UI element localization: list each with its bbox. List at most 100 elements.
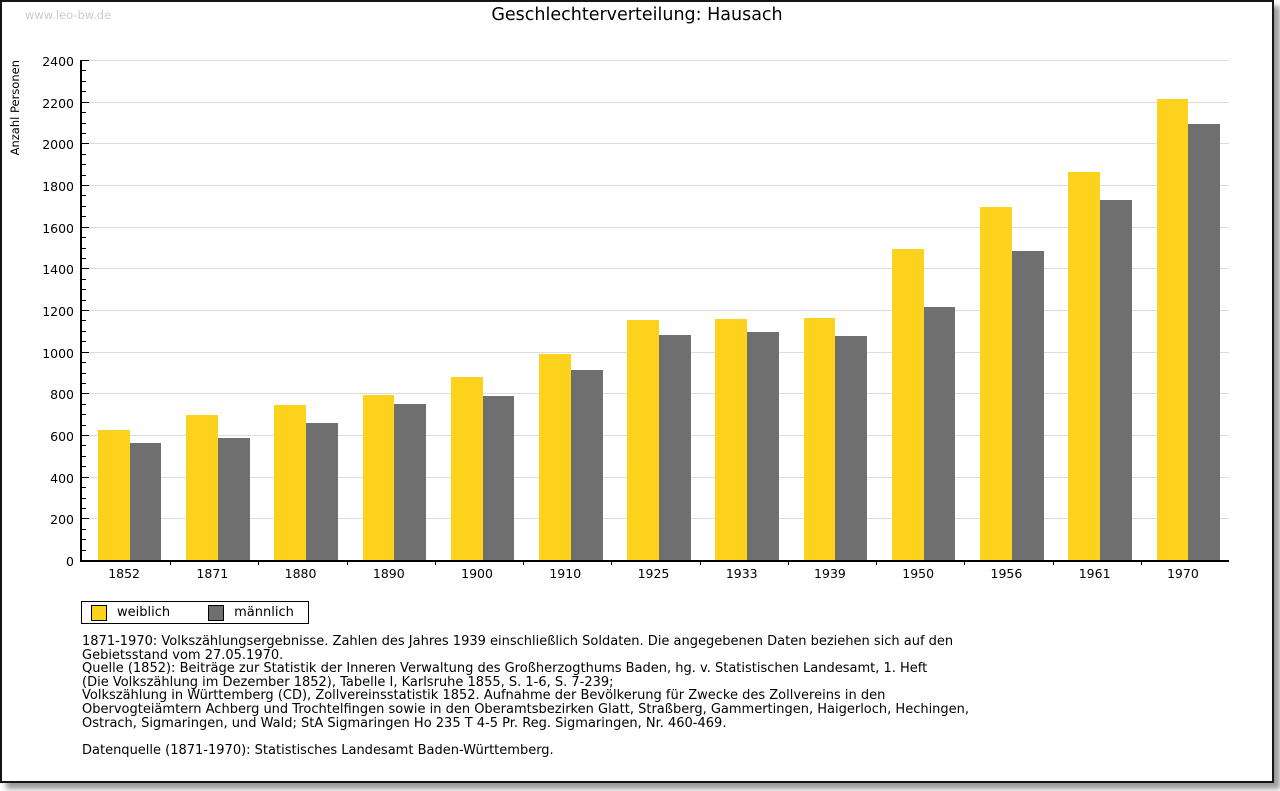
gridline-2000 (82, 143, 1229, 145)
bar-weiblich-1910 (539, 353, 571, 560)
legend-label-maennlich: männlich (234, 605, 294, 620)
x-tick-label-1871: 1871 (196, 566, 229, 581)
y-major-tick-1800 (82, 185, 89, 186)
y-minor-tick-100 (82, 539, 86, 541)
y-minor-tick-350 (82, 487, 86, 489)
y-minor-tick-1250 (82, 299, 86, 301)
y-tick-label-0: 0 (66, 554, 74, 569)
bar-weiblich-1950 (891, 248, 924, 560)
x-tick-label-1910: 1910 (549, 566, 582, 581)
y-minor-tick-750 (82, 403, 86, 405)
y-minor-tick-2350 (82, 70, 86, 72)
bar-weiblich-1925 (627, 320, 660, 560)
y-minor-tick-1750 (82, 195, 86, 197)
x-tick-label-1970: 1970 (1166, 566, 1199, 581)
bar-männlich-1956 (1011, 251, 1044, 560)
y-tick-label-600: 600 (50, 429, 74, 444)
bar-männlich-1910 (570, 369, 603, 560)
y-minor-tick-700 (82, 414, 86, 416)
bar-männlich-1961 (1100, 199, 1132, 560)
y-minor-tick-1350 (82, 278, 86, 280)
gridline-1400 (82, 268, 1229, 270)
bar-weiblich-1871 (186, 414, 218, 560)
bar-männlich-1939 (835, 336, 868, 560)
y-major-tick-200 (82, 518, 89, 520)
x-tick-label-1939: 1939 (814, 566, 846, 581)
x-tick-4 (434, 560, 436, 565)
datasource-line: Datenquelle (1871-1970): Statistisches L… (82, 743, 554, 759)
x-tick-5 (523, 560, 525, 565)
y-minor-tick-1650 (82, 216, 86, 218)
y-minor-tick-650 (82, 424, 86, 426)
y-minor-tick-250 (82, 507, 86, 509)
y-minor-tick-850 (82, 382, 86, 384)
y-axis-labels: 0 200 400 600 800 1000 1200 1400 1600 1800 2000 220… (2, 54, 74, 569)
y-tick-label-1800: 1800 (42, 179, 74, 194)
legend-swatch-maennlich (208, 604, 225, 621)
footnote: 1871-1970: Volkszählungsergebnisse. Zahl… (82, 635, 969, 758)
footnote-line: (Die Volkszählung im Dezember 1852), Tab… (82, 674, 614, 690)
y-minor-tick-2100 (82, 122, 86, 124)
x-tick-2 (258, 560, 260, 565)
y-tick-label-1000: 1000 (42, 345, 74, 361)
y-minor-tick-2150 (82, 112, 86, 114)
x-tick-label-1961: 1961 (1078, 566, 1111, 581)
y-minor-tick-1050 (82, 341, 86, 343)
bar-weiblich-1890 (362, 394, 395, 560)
bar-männlich-1890 (394, 404, 427, 560)
gridline-1600 (82, 226, 1229, 228)
y-minor-tick-2250 (82, 91, 86, 93)
y-major-tick-1200 (82, 310, 89, 311)
y-minor-tick-50 (82, 549, 86, 551)
x-tick-label-1950: 1950 (902, 566, 935, 581)
footnote-line: Gebietsstand vom 27.05.1970. (82, 647, 284, 663)
bar-männlich-1852 (129, 442, 162, 560)
y-tick-label-2400: 2400 (42, 54, 74, 69)
bar-weiblich-1852 (97, 429, 130, 560)
x-tick-label-1925: 1925 (637, 566, 670, 581)
y-tick-label-400: 400 (50, 470, 74, 486)
y-major-tick-2400 (82, 60, 89, 61)
y-minor-tick-1100 (82, 330, 86, 332)
y-minor-tick-2050 (82, 132, 86, 134)
y-tick-label-2000: 2000 (42, 137, 74, 153)
y-minor-tick-1450 (82, 257, 86, 259)
legend-label-weiblich: weiblich (117, 605, 171, 620)
y-minor-tick-1700 (82, 205, 86, 207)
y-major-tick-600 (82, 435, 89, 436)
bar-weiblich-1939 (803, 317, 836, 560)
x-axis-labels: 1852 1871 1880 1890 1900 1910 1925 1933 1939 1950… (80, 566, 1227, 582)
footnote-line: Volkszählung in Württemberg (CD), Zollve… (82, 688, 886, 704)
x-tick-7 (699, 560, 701, 565)
bar-weiblich-1933 (715, 319, 748, 560)
plot-area (80, 60, 1229, 565)
y-minor-tick-1900 (82, 164, 86, 166)
gridline-1200 (82, 310, 1229, 311)
footnote-line: 1871-1970: Volkszählungsergebnisse. Zahl… (82, 634, 954, 649)
y-minor-tick-150 (82, 528, 86, 530)
bar-weiblich-1970 (1156, 98, 1189, 560)
bar-weiblich-1961 (1068, 171, 1101, 560)
y-minor-tick-1150 (82, 320, 86, 322)
gridline-2200 (82, 101, 1229, 103)
bar-männlich-1871 (217, 438, 250, 560)
chart-title: Geschlechterverteilung: Hausach (491, 5, 783, 25)
site-watermark: www.leo-bw.de (25, 8, 112, 22)
y-tick-label-800: 800 (50, 387, 74, 403)
x-tick-label-1890: 1890 (372, 566, 405, 581)
y-minor-tick-550 (82, 445, 86, 447)
y-tick-label-1600: 1600 (42, 220, 74, 236)
y-minor-tick-900 (82, 372, 86, 374)
y-major-tick-1000 (82, 351, 89, 353)
y-tick-label-1400: 1400 (42, 262, 74, 278)
y-tick-label-200: 200 (50, 512, 74, 528)
y-major-tick-800 (82, 393, 89, 395)
y-minor-tick-1850 (82, 174, 86, 176)
y-minor-tick-1950 (82, 153, 86, 155)
x-tick-11 (1052, 560, 1054, 565)
x-tick-12 (1140, 560, 1142, 565)
footnote-line: Obervogteiämtern Achberg und Trochtelfin… (82, 701, 970, 717)
bar-weiblich-1956 (980, 206, 1012, 560)
bar-männlich-1880 (306, 423, 338, 560)
y-minor-tick-1500 (82, 247, 86, 249)
